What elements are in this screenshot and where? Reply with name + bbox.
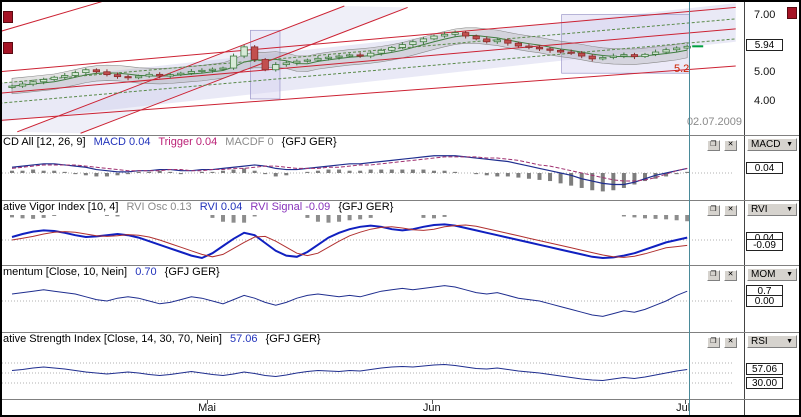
- momentum-sidebar: MOM ▼ 0.7 0.00: [744, 266, 799, 332]
- price-chart-area: 5.2 02.07.2009: [2, 2, 744, 135]
- macd-trigger-value: Trigger 0.04: [158, 136, 218, 148]
- rsi-indicator-button[interactable]: RSI ▼: [747, 335, 797, 348]
- close-icon[interactable]: ✕: [724, 139, 737, 151]
- rsi-button-label: RSI: [751, 335, 768, 347]
- close-icon[interactable]: ✕: [724, 269, 737, 281]
- rvi-osc-value: RVI Osc 0.13: [126, 201, 192, 213]
- crosshair-date-label: 02.07.2009: [686, 116, 742, 128]
- macd-button-label: MACD: [751, 138, 781, 150]
- momentum-button-label: MOM: [751, 268, 776, 280]
- mom-value-tag: 0.00: [746, 295, 783, 307]
- rsi-value: 57.06: [229, 333, 258, 345]
- rvi-sidebar: RVI ▼ 0.04 -0.09: [744, 201, 799, 265]
- price-chart[interactable]: [2, 2, 744, 135]
- time-axis: Mai Jun Jul: [2, 399, 799, 415]
- month-tick: [207, 400, 209, 404]
- current-price-tag: 5.94: [746, 39, 783, 52]
- rvi-symbol-label: {GFJ GER}: [338, 201, 394, 213]
- macd-value-tag: 0.04: [746, 162, 783, 175]
- price-tick-label: 7.00: [754, 9, 776, 21]
- trendline-level-label: 5.2: [674, 63, 690, 75]
- rsi-title: ative Strength Index [Close, 14, 30, 70,…: [3, 333, 222, 345]
- rsi-chart[interactable]: [2, 346, 744, 399]
- chevron-down-icon: ▼: [786, 270, 793, 278]
- month-label: Mai: [198, 402, 216, 414]
- month-label: Jul: [676, 402, 691, 414]
- macd-header: CD All [12, 26, 9] MACD 0.04 Trigger 0.0…: [2, 136, 744, 151]
- momentum-indicator-button[interactable]: MOM ▼: [747, 268, 797, 281]
- time-axis-corner: [744, 400, 799, 415]
- rsi-sidebar: RSI ▼ 57.06 30.00: [744, 333, 799, 399]
- marker-flag-icon[interactable]: [3, 42, 13, 54]
- momentum-chart[interactable]: [2, 279, 744, 332]
- macdf-value: MACDF 0: [225, 136, 274, 148]
- price-tick-label: 4.00: [754, 94, 776, 107]
- month-label: Jun: [422, 402, 441, 414]
- rvi-title: ative Vigor Index [10, 4]: [3, 201, 119, 213]
- rvi-value-tag: -0.09: [746, 239, 783, 252]
- chevron-down-icon: ▼: [786, 337, 793, 345]
- close-icon[interactable]: ✕: [724, 204, 737, 216]
- marker-flag-icon[interactable]: [3, 11, 13, 23]
- rvi-panel: ative Vigor Index [10, 4] RVI Osc 0.13 R…: [2, 200, 799, 265]
- marker-flag-icon[interactable]: [787, 7, 797, 19]
- momentum-header: mentum [Close, 10, Nein] 0.70 {GFJ GER} …: [2, 266, 744, 281]
- macd-value: MACD 0.04: [93, 136, 151, 148]
- rvi-value: RVI 0.04: [199, 201, 243, 213]
- rsi-symbol-label: {GFJ GER}: [265, 333, 321, 345]
- macd-indicator-button[interactable]: MACD ▼: [747, 138, 797, 151]
- crosshair-line: [689, 2, 690, 415]
- momentum-symbol-label: {GFJ GER}: [164, 266, 220, 278]
- rvi-header: ative Vigor Index [10, 4] RVI Osc 0.13 R…: [2, 201, 744, 216]
- momentum-panel: mentum [Close, 10, Nein] 0.70 {GFJ GER} …: [2, 265, 799, 332]
- rsi-value-tag: 30.00: [746, 377, 783, 389]
- rsi-panel: ative Strength Index [Close, 14, 30, 70,…: [2, 332, 799, 399]
- chevron-down-icon: ▼: [786, 205, 793, 213]
- rvi-button-label: RVI: [751, 203, 768, 215]
- rvi-signal-value: RVI Signal -0.09: [250, 201, 331, 213]
- macd-sidebar: MACD ▼ 0.04: [744, 136, 799, 200]
- macd-panel: CD All [12, 26, 9] MACD 0.04 Trigger 0.0…: [2, 135, 799, 200]
- chevron-down-icon: ▼: [786, 140, 793, 148]
- macd-chart[interactable]: [2, 149, 744, 200]
- time-axis-labels: Mai Jun Jul: [2, 400, 744, 415]
- close-icon[interactable]: ✕: [724, 336, 737, 348]
- month-tick: [685, 400, 687, 404]
- macd-symbol-label: {GFJ GER}: [281, 136, 337, 148]
- rsi-value-tag: 57.06: [746, 363, 783, 376]
- momentum-value: 0.70: [135, 266, 157, 278]
- momentum-title: mentum [Close, 10, Nein]: [3, 266, 128, 278]
- rvi-chart[interactable]: [2, 214, 744, 265]
- price-axis: 7.00 5.00 4.00 5.94: [744, 2, 799, 135]
- price-panel: 5.2 02.07.2009 7.00 5.00 4.00 5.94: [2, 2, 799, 135]
- price-tick-label: 5.00: [754, 66, 776, 79]
- macd-title: CD All [12, 26, 9]: [3, 136, 86, 148]
- rvi-indicator-button[interactable]: RVI ▼: [747, 203, 797, 216]
- rsi-header: ative Strength Index [Close, 14, 30, 70,…: [2, 333, 744, 348]
- month-tick: [431, 400, 433, 404]
